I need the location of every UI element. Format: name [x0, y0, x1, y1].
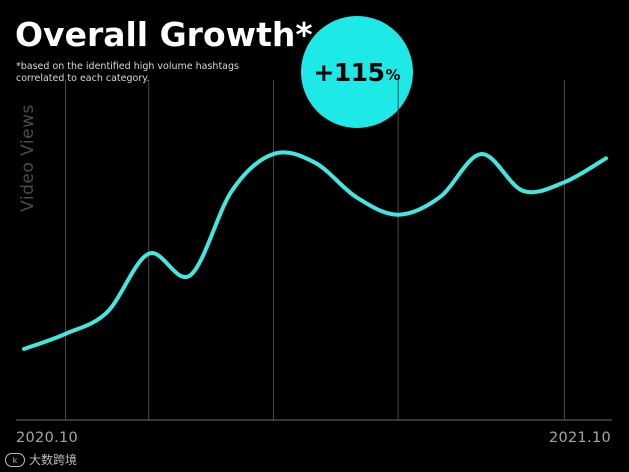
series-layer [22, 150, 608, 351]
growth-value: +115 [313, 57, 385, 87]
vertical-gridlines [65, 80, 565, 420]
watermark-text: 大数跨境 [29, 453, 78, 467]
watermark-logo-icon: k [5, 452, 25, 467]
watermark: k 大数跨境 [5, 451, 77, 468]
chart-title: Overall Growth* [15, 15, 313, 54]
x-tick-label-start: 2020.10 [16, 430, 79, 446]
chart-subtitle: *based on the identified high volume has… [16, 61, 239, 84]
series-line-video-views [22, 150, 608, 351]
growth-unit: % [385, 66, 401, 84]
growth-badge: +115% [301, 16, 413, 128]
x-tick-label-end: 2021.10 [548, 430, 611, 446]
